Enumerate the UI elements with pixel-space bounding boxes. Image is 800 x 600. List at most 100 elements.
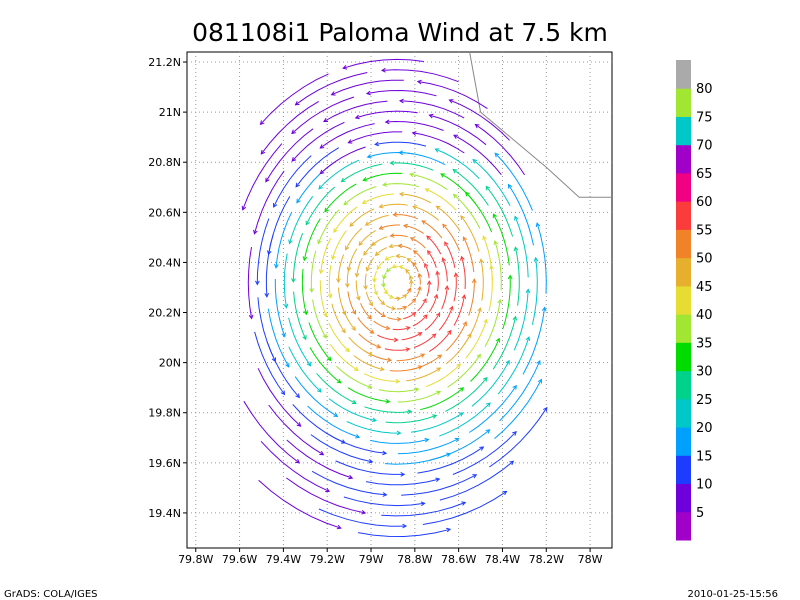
wind-arrowhead <box>369 329 375 334</box>
wind-arrowhead <box>362 177 368 182</box>
wind-arrowhead <box>306 361 312 367</box>
plot-area: 79.8W 79.6W 79.4W 79.2W 79W 78.8W 78.6W 78.4W 78… <box>148 51 613 566</box>
wind-arrowhead <box>437 354 443 360</box>
y-tick-label: 21.2N <box>148 56 181 69</box>
wind-streamline <box>461 256 466 290</box>
wind-streamline <box>357 317 374 334</box>
colorbar-label: 5 <box>696 506 704 521</box>
colorbar-swatch <box>676 342 691 372</box>
wind-arrowhead <box>271 357 277 363</box>
colorbar-swatch <box>676 172 691 202</box>
colorbar-swatch <box>676 60 691 89</box>
wind-arrowhead <box>420 501 426 507</box>
wind-arrowhead <box>385 325 391 331</box>
wind-streamline <box>385 414 437 424</box>
wind-streamline <box>397 306 407 310</box>
x-tick-label: 79W <box>359 553 384 566</box>
colorbar-swatch <box>676 144 691 174</box>
wind-streamline <box>292 233 304 282</box>
wind-streamline <box>247 247 253 319</box>
wind-streamline <box>376 260 385 270</box>
colorbar-label: 70 <box>696 139 713 154</box>
colorbar-swatch <box>676 201 691 230</box>
wind-arrowhead <box>273 202 278 208</box>
wind-streamline <box>385 305 396 310</box>
wind-streamline <box>347 248 358 271</box>
wind-arrowhead <box>384 256 390 261</box>
wind-streamline <box>407 298 416 307</box>
wind-streamline <box>401 332 422 341</box>
wind-streamline <box>417 446 484 474</box>
wind-streamline <box>489 407 548 468</box>
wind-arrowhead <box>421 220 427 225</box>
wind-arrowhead <box>497 298 503 304</box>
wind-streamline <box>381 502 466 517</box>
wind-streamline <box>421 220 443 239</box>
wind-arrowhead <box>340 439 346 444</box>
wind-streamline <box>417 81 488 110</box>
wind-streamline <box>382 280 385 287</box>
wind-arrowhead <box>453 272 459 278</box>
wind-arrowhead <box>446 452 452 458</box>
wind-streamline <box>328 398 377 422</box>
wind-arrowhead <box>495 337 501 343</box>
wind-arrowhead <box>509 460 515 466</box>
wind-streamline <box>336 365 372 389</box>
colorbar-swatch <box>676 427 691 456</box>
wind-arrowhead <box>351 309 357 315</box>
wind-arrowhead <box>514 215 519 221</box>
wind-streamline <box>366 89 437 97</box>
wind-arrowhead <box>353 366 359 371</box>
wind-arrowhead <box>417 285 422 291</box>
wind-arrowhead <box>336 524 342 530</box>
wind-arrowhead <box>513 246 519 252</box>
wind-arrowhead <box>319 144 325 149</box>
wind-arrowhead <box>266 250 272 256</box>
wind-streamline <box>385 120 444 131</box>
wind-arrowhead <box>474 123 480 129</box>
wind-streamline <box>265 128 314 182</box>
wind-arrowhead <box>485 429 491 434</box>
wind-arrowhead <box>456 363 462 369</box>
wind-streamline <box>413 250 424 262</box>
wind-arrowhead <box>411 297 417 303</box>
wind-arrowhead <box>396 296 402 302</box>
wind-streamline <box>328 264 332 298</box>
wind-arrowhead <box>512 431 517 436</box>
colorbar-swatch <box>676 370 691 400</box>
wind-arrowhead <box>442 223 447 229</box>
colorbar-label: 35 <box>696 336 713 351</box>
wind-streamline <box>424 263 430 279</box>
wind-arrowhead <box>372 278 377 283</box>
wind-streamline <box>410 280 412 288</box>
wind-arrowhead <box>302 335 307 341</box>
wind-streamline <box>465 191 493 233</box>
wind-arrowhead <box>452 193 458 199</box>
wind-streamline <box>320 237 332 274</box>
wind-arrowhead <box>373 290 378 296</box>
wind-arrowhead <box>351 399 357 404</box>
wind-arrowhead <box>512 315 518 321</box>
wind-streamline <box>536 222 547 294</box>
colorbar-label: 50 <box>696 252 713 267</box>
wind-arrowhead <box>367 384 373 389</box>
wind-arrowhead <box>472 474 478 479</box>
wind-streamline <box>294 376 338 417</box>
wind-arrowhead <box>424 437 430 443</box>
wind-arrowhead <box>541 306 547 312</box>
wind-streamline <box>358 230 376 246</box>
wind-arrowhead <box>458 412 464 417</box>
wind-streamline <box>424 312 441 331</box>
wind-streamline <box>316 373 357 404</box>
wind-streamline <box>253 170 285 234</box>
colorbar-swatch <box>676 116 691 146</box>
wind-arrowhead <box>412 250 418 255</box>
wind-streamline <box>429 114 487 146</box>
wind-streamline <box>453 273 457 302</box>
wind-streamline <box>358 333 381 348</box>
wind-arrowhead <box>389 233 395 238</box>
wind-streamline <box>365 214 389 226</box>
wind-streamline <box>243 400 300 464</box>
wind-arrowhead <box>402 305 408 311</box>
colorbar-label: 15 <box>696 449 713 464</box>
